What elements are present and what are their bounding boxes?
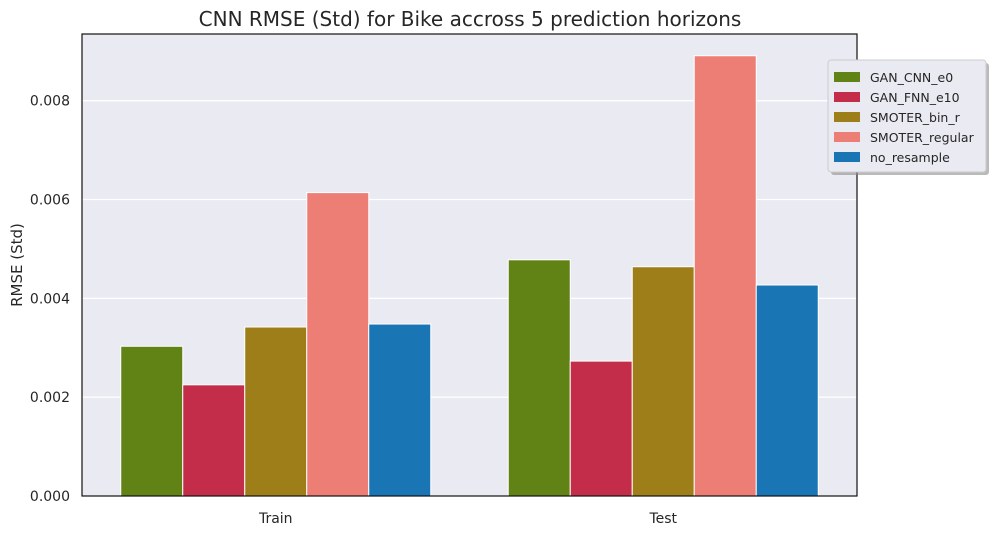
y-tick-label: 0.008 (30, 94, 70, 110)
legend-label: SMOTER_bin_r (870, 110, 961, 125)
bar-GAN_CNN_e0-Train (120, 345, 184, 497)
y-tick-label: 0.006 (30, 193, 70, 209)
chart-title: CNN RMSE (Std) for Bike accross 5 predic… (199, 7, 742, 31)
legend-label: GAN_CNN_e0 (870, 70, 953, 85)
bar-no_resample-Test (755, 284, 819, 497)
bar-SMOTER_regular-Train (306, 192, 370, 497)
bar-SMOTER_regular-Test (693, 55, 757, 497)
x-axis-ticks: Train Test (258, 511, 678, 527)
legend-label: SMOTER_regular (870, 130, 975, 145)
bar-GAN_FNN_e10-Test (569, 360, 633, 497)
bar-GAN_CNN_e0-Test (507, 259, 571, 497)
bar-SMOTER_bin_r-Train (244, 326, 308, 497)
legend-swatch-SMOTER_bin_r (834, 112, 860, 122)
legend-box (827, 59, 987, 173)
x-tick-label: Test (648, 511, 677, 527)
y-axis-label: RMSE (Std) (8, 223, 26, 307)
bar-no_resample-Train (368, 323, 432, 497)
y-tick-label: 0.000 (30, 489, 70, 505)
plot-frame (81, 33, 858, 497)
bar-SMOTER_bin_r-Test (631, 266, 695, 497)
x-tick-label: Train (258, 511, 293, 527)
y-tick-label: 0.002 (30, 390, 70, 406)
bars (120, 55, 819, 497)
legend: GAN_CNN_e0 GAN_FNN_e10 SMOTER_bin_r SMOTER_… (827, 59, 989, 175)
legend-swatch-GAN_CNN_e0 (834, 72, 860, 82)
y-axis-ticks: 0.000 0.002 0.004 0.006 0.008 (30, 94, 70, 505)
legend-swatch-SMOTER_regular (834, 132, 860, 142)
y-tick-label: 0.004 (30, 291, 70, 307)
legend-swatch-no_resample (834, 152, 860, 162)
legend-label: GAN_FNN_e10 (870, 90, 960, 105)
bar-GAN_FNN_e10-Train (182, 384, 246, 497)
legend-label: no_resample (870, 150, 950, 165)
legend-swatch-GAN_FNN_e10 (834, 92, 860, 102)
